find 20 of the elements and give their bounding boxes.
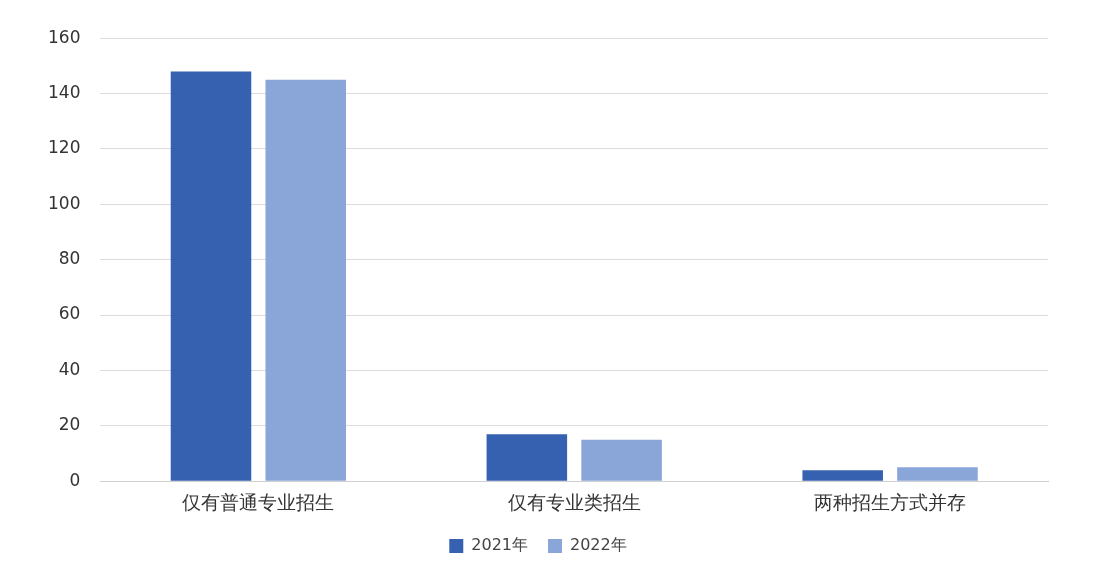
y-tick-label: 100 bbox=[47, 192, 81, 213]
bar bbox=[802, 470, 883, 481]
bar bbox=[897, 467, 978, 481]
x-tick-label: 两种招生方式并存 bbox=[814, 490, 967, 513]
y-tick-label: 160 bbox=[47, 26, 81, 47]
y-tick-label: 120 bbox=[47, 137, 81, 158]
x-tick-label: 仅有专业类招生 bbox=[507, 490, 641, 513]
bar bbox=[486, 434, 568, 481]
bar bbox=[170, 71, 252, 481]
y-tick-label: 40 bbox=[58, 358, 81, 379]
y-tick-label: 140 bbox=[47, 82, 81, 102]
y-tick-label: 0 bbox=[69, 469, 81, 490]
legend-label: 2021年 bbox=[471, 535, 528, 555]
y-tick-label: 60 bbox=[58, 303, 81, 324]
bar bbox=[265, 79, 347, 481]
y-tick-label: 20 bbox=[58, 414, 81, 435]
x-tick-label: 仅有普通专业招生 bbox=[182, 490, 335, 513]
bar bbox=[581, 439, 662, 481]
y-tick-label: 80 bbox=[58, 248, 81, 269]
legend-label: 2022年 bbox=[570, 535, 627, 555]
